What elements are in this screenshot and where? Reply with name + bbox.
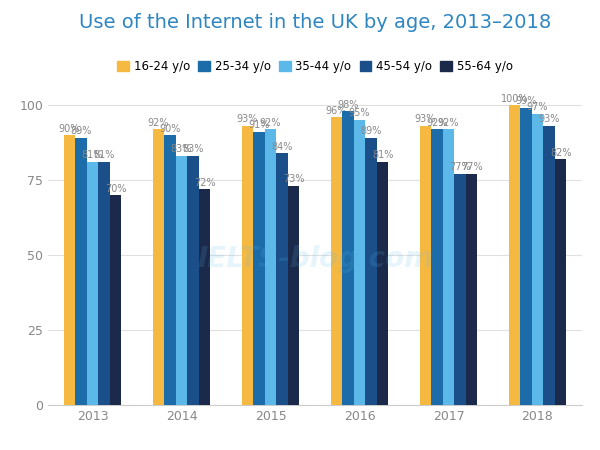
Text: 92%: 92% (426, 117, 448, 127)
Bar (152, 129, 164, 405)
Text: 83%: 83% (182, 144, 204, 154)
Text: 72%: 72% (194, 177, 215, 188)
Bar (64, 135, 75, 405)
Text: 82%: 82% (550, 148, 571, 157)
Text: 92%: 92% (148, 117, 169, 127)
Text: 90%: 90% (159, 123, 181, 134)
Bar (288, 186, 299, 405)
Bar (253, 132, 265, 405)
Bar (431, 129, 443, 405)
Bar (543, 126, 555, 405)
Bar (555, 159, 566, 405)
Text: 99%: 99% (515, 96, 536, 107)
Text: IELTS-blog.com: IELTS-blog.com (197, 245, 433, 273)
Text: 73%: 73% (283, 175, 304, 184)
Bar (509, 105, 520, 405)
Text: 93%: 93% (236, 114, 258, 125)
Bar (454, 174, 466, 405)
Bar (365, 138, 377, 405)
Text: 70%: 70% (105, 184, 127, 194)
Text: 81%: 81% (94, 150, 115, 161)
Bar (187, 156, 199, 405)
Bar (532, 114, 543, 405)
Text: 90%: 90% (59, 123, 80, 134)
Bar (342, 111, 354, 405)
Bar (98, 162, 110, 405)
Title: Use of the Internet in the UK by age, 2013–2018: Use of the Internet in the UK by age, 20… (79, 13, 551, 32)
Bar (520, 108, 532, 405)
Text: 96%: 96% (326, 105, 347, 116)
Text: 81%: 81% (372, 150, 394, 161)
Bar (354, 120, 365, 405)
Bar (377, 162, 388, 405)
Bar (276, 153, 288, 405)
Bar (75, 138, 87, 405)
Text: 92%: 92% (260, 117, 281, 127)
Text: 93%: 93% (538, 114, 560, 125)
Text: 89%: 89% (70, 126, 92, 136)
Text: 92%: 92% (438, 117, 459, 127)
Text: 84%: 84% (271, 141, 293, 152)
Text: 77%: 77% (449, 162, 471, 172)
Bar (176, 156, 187, 405)
Bar (164, 135, 176, 405)
Text: 81%: 81% (82, 150, 103, 161)
Bar (466, 174, 478, 405)
Text: 97%: 97% (527, 103, 548, 112)
Text: 77%: 77% (461, 162, 482, 172)
Bar (110, 195, 121, 405)
Text: 100%: 100% (500, 94, 528, 104)
Bar (199, 189, 211, 405)
Text: 91%: 91% (248, 121, 269, 130)
Bar (265, 129, 276, 405)
Bar (419, 126, 431, 405)
Bar (87, 162, 98, 405)
Bar (331, 117, 342, 405)
Text: 98%: 98% (337, 99, 359, 109)
Bar (242, 126, 253, 405)
Legend: 16-24 y/o, 25-34 y/o, 35-44 y/o, 45-54 y/o, 55-64 y/o: 16-24 y/o, 25-34 y/o, 35-44 y/o, 45-54 y… (115, 58, 515, 76)
Text: 89%: 89% (361, 126, 382, 136)
Text: 93%: 93% (415, 114, 436, 125)
Bar (443, 129, 454, 405)
Text: 95%: 95% (349, 108, 370, 118)
Text: 83%: 83% (171, 144, 192, 154)
